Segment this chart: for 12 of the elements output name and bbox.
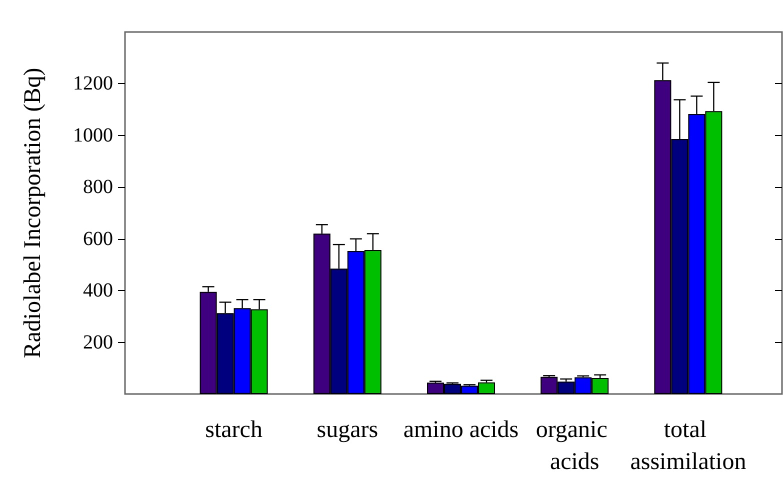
- x-tick-label: starch: [205, 417, 262, 443]
- x-tick-label: total assimilation: [630, 417, 746, 475]
- x-tick-label: organic acids: [536, 417, 614, 475]
- y-tick-label: 400: [83, 280, 113, 302]
- y-tick-label: 1200: [73, 72, 113, 95]
- x-tick-label: amino acids: [403, 417, 519, 443]
- y-axis-title: Radiolabel Incorporation (Bq): [20, 68, 46, 358]
- y-tick-label: 600: [83, 228, 113, 250]
- y-tick-label: 1000: [73, 124, 113, 146]
- y-tick-label: 800: [83, 176, 113, 198]
- x-tick-label: sugars: [316, 417, 378, 443]
- y-tick-label: 200: [83, 331, 113, 354]
